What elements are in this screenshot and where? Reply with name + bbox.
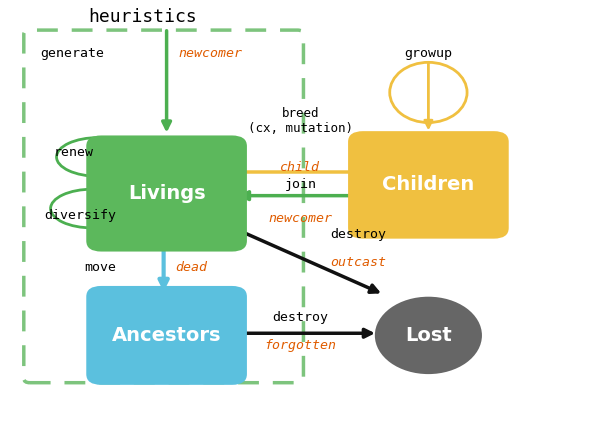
Text: forgotten: forgotten [264, 339, 337, 352]
FancyBboxPatch shape [86, 135, 247, 252]
Text: destroy: destroy [273, 311, 328, 324]
Text: heuristics: heuristics [89, 8, 197, 26]
Text: join: join [284, 178, 317, 191]
Text: move: move [84, 261, 116, 274]
Text: Children: Children [382, 175, 475, 194]
Text: newcomer: newcomer [268, 212, 333, 224]
Text: destroy: destroy [330, 228, 386, 241]
Text: growup: growup [405, 47, 452, 60]
FancyBboxPatch shape [86, 286, 247, 385]
Text: renew: renew [54, 146, 93, 159]
Ellipse shape [375, 297, 482, 374]
Text: dead: dead [176, 261, 208, 274]
Text: generate: generate [40, 47, 104, 60]
Text: child: child [280, 161, 321, 174]
Text: Ancestors: Ancestors [112, 326, 221, 345]
Text: diversify: diversify [45, 209, 117, 221]
FancyBboxPatch shape [348, 131, 509, 239]
Text: outcast: outcast [330, 256, 386, 269]
Text: Lost: Lost [405, 326, 452, 345]
Text: breed
(cx, mutation): breed (cx, mutation) [248, 108, 353, 135]
Text: newcomer: newcomer [178, 47, 243, 60]
Text: Livings: Livings [128, 184, 205, 203]
